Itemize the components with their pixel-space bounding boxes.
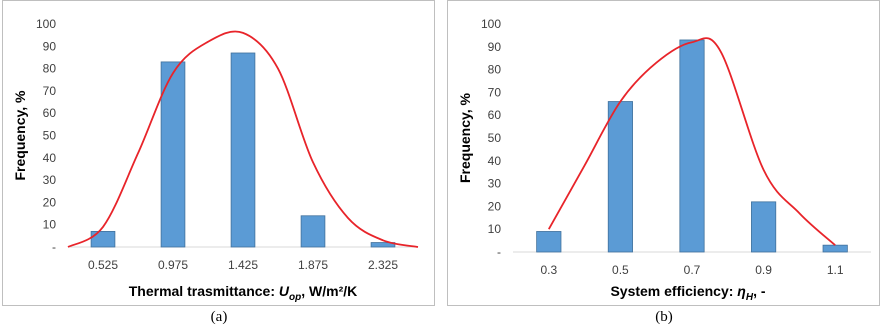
bar-0.7 bbox=[679, 39, 705, 253]
y-tick-label: 20 bbox=[488, 199, 502, 213]
y-tick-label: 90 bbox=[488, 40, 502, 54]
x-axis-title-unit: , W/m²/K bbox=[301, 283, 357, 299]
y-axis-title: Frequency, % bbox=[12, 90, 28, 181]
y-tick-label: 40 bbox=[43, 151, 57, 165]
y-tick-label: 100 bbox=[481, 17, 501, 31]
x-axis-title-symbol: U bbox=[279, 283, 290, 299]
x-axis-title-unit: , - bbox=[753, 283, 766, 299]
y-tick-label: 10 bbox=[488, 222, 502, 236]
x-tick-label: 2.325 bbox=[368, 258, 398, 272]
x-axis-title-text: Thermal trasmittance: bbox=[129, 283, 279, 299]
bar-1.425 bbox=[230, 52, 256, 248]
x-axis-title-subscript: op bbox=[289, 292, 301, 303]
bar-0.5 bbox=[607, 101, 633, 253]
bar-0.525 bbox=[90, 230, 116, 248]
y-tick-label: - bbox=[497, 245, 501, 259]
x-tick-label: 0.525 bbox=[88, 258, 118, 272]
chart-panel-b: - 10 20 30 40 50 60 70 80 90 100 0.3 0.5 0.7 0.9 1.1 Fre… bbox=[447, 0, 880, 306]
x-axis-title-subscript: H bbox=[746, 292, 754, 303]
y-tick-label: 90 bbox=[43, 39, 57, 53]
chart-a-svg: - 10 20 30 40 50 60 70 80 90 100 0.525 0.975 1.425 1.8… bbox=[12, 17, 419, 303]
y-tick-label: 80 bbox=[43, 62, 57, 76]
x-tick-label: 0.5 bbox=[612, 263, 629, 277]
bar-1.875 bbox=[300, 215, 326, 248]
y-tick-label: 70 bbox=[488, 85, 502, 99]
y-tick-label: 10 bbox=[43, 218, 57, 232]
y-tick-label: 60 bbox=[488, 108, 502, 122]
x-axis-title: System efficiency: ηH, - bbox=[610, 283, 765, 303]
chart-b-svg: - 10 20 30 40 50 60 70 80 90 100 0.3 0.5 0.7 0.9 1.1 Fre… bbox=[457, 17, 871, 303]
x-axis-title-symbol: η bbox=[737, 283, 746, 299]
chart-panel-a: - 10 20 30 40 50 60 70 80 90 100 0.525 0.975 1.425 1.8… bbox=[2, 0, 435, 306]
bar-0.975 bbox=[160, 61, 186, 248]
fit-curve bbox=[548, 37, 836, 246]
y-tick-label: 30 bbox=[488, 177, 502, 191]
x-tick-label: 0.3 bbox=[540, 263, 557, 277]
y-tick-label: 30 bbox=[43, 173, 57, 187]
caption-a: (a) bbox=[210, 309, 228, 325]
x-tick-label: 0.975 bbox=[158, 258, 188, 272]
y-tick-label: 100 bbox=[36, 17, 56, 31]
y-tick-label: 70 bbox=[43, 84, 57, 98]
caption-b: (b) bbox=[655, 309, 673, 325]
y-tick-label: 40 bbox=[488, 154, 502, 168]
x-axis-title-text: System efficiency: bbox=[610, 283, 737, 299]
bar-0.3 bbox=[536, 231, 562, 253]
x-tick-label: 1.425 bbox=[228, 258, 258, 272]
x-axis-title: Thermal trasmittance: Uop, W/m²/K bbox=[129, 283, 358, 303]
y-axis-title: Frequency, % bbox=[457, 92, 473, 183]
x-tick-label: 0.7 bbox=[684, 263, 701, 277]
y-tick-label: 50 bbox=[43, 129, 57, 143]
y-tick-label: 50 bbox=[488, 131, 502, 145]
fit-curve bbox=[67, 30, 419, 248]
bar-0.9 bbox=[751, 201, 777, 253]
y-tick-label: 80 bbox=[488, 63, 502, 77]
x-tick-label: 1.875 bbox=[298, 258, 328, 272]
x-tick-label: 1.1 bbox=[827, 263, 844, 277]
bar-2.325 bbox=[370, 242, 396, 248]
y-tick-label: 60 bbox=[43, 106, 57, 120]
bar-1.1 bbox=[822, 244, 848, 253]
y-tick-label: - bbox=[52, 240, 56, 254]
y-tick-label: 20 bbox=[43, 195, 57, 209]
x-tick-label: 0.9 bbox=[755, 263, 772, 277]
